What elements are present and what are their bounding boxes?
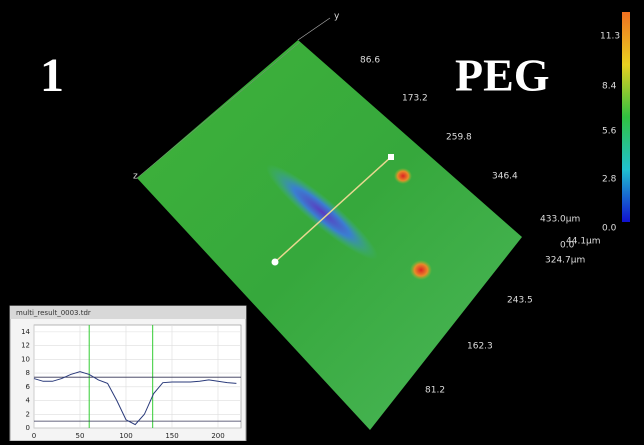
color-label: 11.3: [600, 32, 620, 42]
y-tick-label: 12: [21, 342, 30, 350]
color-label: 8.4: [602, 82, 617, 92]
y-tick-label: 14: [21, 328, 30, 336]
profile-window: multi_result_0003.tdr 0 2 4 6 8 10 12 14 0 50 100 1…: [10, 306, 246, 441]
scale-label: 259.8: [446, 133, 472, 143]
color-label: 2.8: [602, 175, 617, 185]
scale-label: 433.0µm: [540, 215, 580, 225]
color-label: 0.0: [602, 224, 617, 234]
color-label: 5.6: [602, 127, 617, 137]
x-tick-label: 0: [32, 432, 36, 440]
x-tick-label: 100: [119, 432, 132, 440]
scale-label: 243.5: [507, 296, 533, 306]
scale-label: 346.4: [492, 172, 518, 182]
y-tick-label: 2: [26, 410, 30, 418]
scale-label: 324.7µm: [545, 256, 585, 266]
page: y z 86.6 173.2 259.8 346.4 433.0µm 0.0 4…: [0, 0, 644, 445]
scale-label: 162.3: [467, 342, 493, 352]
y-tick-label: 6: [26, 383, 31, 391]
axis: [298, 18, 330, 40]
handle[interactable]: [388, 154, 394, 160]
x-tick-label: 200: [211, 432, 224, 440]
color-bar: [622, 12, 630, 222]
y-tick-label: 8: [26, 369, 30, 377]
scale-label: 86.6: [360, 56, 380, 66]
scale-label: 81.2: [425, 386, 445, 396]
y-tick-label: 0: [26, 424, 30, 432]
scale-label: 44.1µm: [566, 237, 601, 247]
handle[interactable]: [272, 259, 279, 266]
x-tick-label: 150: [165, 432, 178, 440]
axis-label: z: [133, 172, 138, 182]
y-tick-label: 10: [21, 355, 30, 363]
x-tick-label: 50: [76, 432, 85, 440]
scale-label: 173.2: [402, 94, 428, 104]
screen: y z 86.6 173.2 259.8 346.4 433.0µm 0.0 4…: [0, 0, 644, 441]
window-title: multi_result_0003.tdr: [16, 309, 91, 317]
sample-label: PEG: [455, 50, 550, 101]
spot: [394, 168, 412, 184]
y-tick-label: 4: [26, 397, 31, 405]
spot: [410, 260, 432, 280]
sample-number: 1: [40, 49, 64, 102]
axis-label: y: [334, 12, 340, 22]
